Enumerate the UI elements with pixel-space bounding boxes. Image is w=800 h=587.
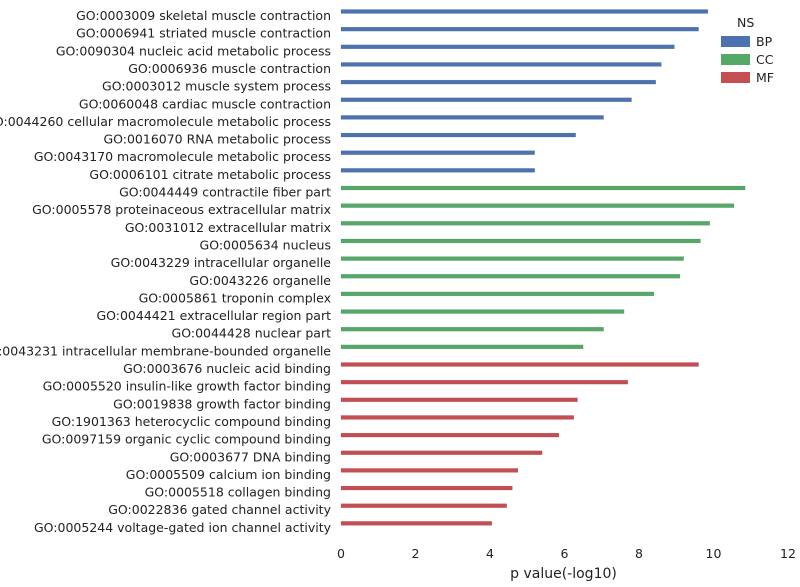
category-label: GO:0003676 nucleic acid binding bbox=[123, 361, 331, 376]
legend-label-mf: MF bbox=[756, 70, 774, 85]
x-tick-label: 4 bbox=[486, 546, 494, 561]
bar-cc bbox=[340, 309, 625, 314]
category-label: GO:0043170 macromolecule metabolic proce… bbox=[34, 149, 331, 164]
x-tick-label: 10 bbox=[706, 546, 722, 561]
bar-cc bbox=[340, 291, 655, 297]
category-label: GO:0060048 cardiac muscle contraction bbox=[79, 96, 331, 111]
category-label: GO:0043229 intracellular organelle bbox=[111, 255, 332, 270]
category-label: GO:0003009 skeletal muscle contraction bbox=[76, 8, 331, 23]
bar-bp bbox=[340, 26, 699, 32]
bar-bp bbox=[340, 168, 535, 173]
bars-group bbox=[340, 9, 746, 526]
bar-cc bbox=[340, 185, 746, 191]
category-label: GO:0090304 nucleic acid metabolic proces… bbox=[56, 43, 331, 58]
bar-cc bbox=[340, 203, 735, 208]
bar-mf bbox=[340, 503, 508, 508]
bar-bp bbox=[340, 150, 535, 155]
legend-label-cc: CC bbox=[756, 52, 774, 67]
bar-bp bbox=[340, 9, 709, 14]
bar-mf bbox=[340, 397, 578, 403]
bar-mf bbox=[340, 485, 513, 491]
bar-bp bbox=[340, 97, 632, 102]
legend-swatch-cc bbox=[721, 54, 750, 65]
category-label: GO:0005509 calcium ion binding bbox=[126, 467, 331, 482]
bar-mf bbox=[340, 450, 543, 455]
bar-mf bbox=[340, 379, 629, 385]
legend-label-bp: BP bbox=[756, 34, 773, 49]
bar-bp bbox=[340, 115, 604, 120]
bar-bp bbox=[340, 62, 662, 67]
category-label: GO:0006941 striated muscle contraction bbox=[76, 26, 331, 41]
category-label: GO:0044428 nuclear part bbox=[172, 326, 332, 341]
x-tick-label: 2 bbox=[412, 546, 420, 561]
bar-cc bbox=[340, 256, 684, 261]
legend-title: NS bbox=[737, 15, 754, 30]
category-label: GO:0005634 nucleus bbox=[200, 237, 331, 252]
category-label: GO:0005518 collagen binding bbox=[145, 485, 331, 500]
category-label: GO:0005578 proteinaceous extracellular m… bbox=[32, 202, 331, 217]
category-label: GO:0003012 muscle system process bbox=[102, 79, 331, 94]
bar-mf bbox=[340, 432, 560, 438]
bar-mf bbox=[340, 415, 575, 420]
category-label: GO:0043226 organelle bbox=[189, 273, 331, 288]
category-labels-group: GO:0003009 skeletal muscle contraction GO… bbox=[0, 8, 332, 535]
bar-bp bbox=[340, 44, 675, 50]
x-axis-title: p value(-log10) bbox=[510, 566, 617, 582]
bar-cc bbox=[340, 238, 701, 244]
legend-swatch-bp bbox=[721, 36, 750, 47]
x-tick-label: 6 bbox=[561, 546, 569, 561]
category-label: GO:0016070 RNA metabolic process bbox=[103, 132, 331, 147]
bar-cc bbox=[340, 274, 681, 279]
category-label: GO:0044421 extracellular region part bbox=[96, 308, 331, 323]
category-label: GO:0031012 extracellular matrix bbox=[125, 220, 331, 235]
bar-cc bbox=[340, 326, 604, 332]
category-label: GO:0022836 gated channel activity bbox=[108, 502, 331, 517]
bar-mf bbox=[340, 468, 519, 473]
bar-mf bbox=[340, 362, 699, 367]
category-label: GO:0043231 intracellular membrane-bounde… bbox=[0, 343, 331, 358]
x-axis-ticks-group: 0 2 4 6 8 10 12 bbox=[337, 546, 796, 561]
x-tick-label: 12 bbox=[780, 546, 796, 561]
category-label: GO:1901363 heterocyclic compound binding bbox=[52, 414, 331, 429]
category-label: GO:0005861 troponin complex bbox=[139, 290, 331, 305]
bar-bp bbox=[340, 132, 576, 138]
x-tick-label: 8 bbox=[635, 546, 643, 561]
category-label: GO:0097159 organic cyclic compound bindi… bbox=[42, 432, 331, 447]
legend-swatch-mf bbox=[721, 72, 750, 83]
category-label: GO:0005244 voltage-gated ion channel act… bbox=[34, 520, 332, 535]
bar-cc bbox=[340, 221, 711, 226]
category-label: GO:0019838 growth factor binding bbox=[113, 396, 331, 411]
category-label: GO:0044449 contractile fiber part bbox=[119, 185, 331, 200]
category-label: GO:0006101 citrate metabolic process bbox=[89, 167, 331, 182]
bar-mf bbox=[340, 521, 493, 526]
category-label: GO:0006936 muscle contraction bbox=[128, 61, 331, 76]
bar-bp bbox=[340, 79, 657, 85]
category-label: GO:0003677 DNA binding bbox=[170, 449, 331, 464]
x-tick-label: 0 bbox=[337, 546, 345, 561]
category-label: GO:0044260 cellular macromolecule metabo… bbox=[0, 114, 331, 129]
category-label: GO:0005520 insulin-like growth factor bi… bbox=[43, 379, 331, 394]
bar-cc bbox=[340, 344, 584, 350]
